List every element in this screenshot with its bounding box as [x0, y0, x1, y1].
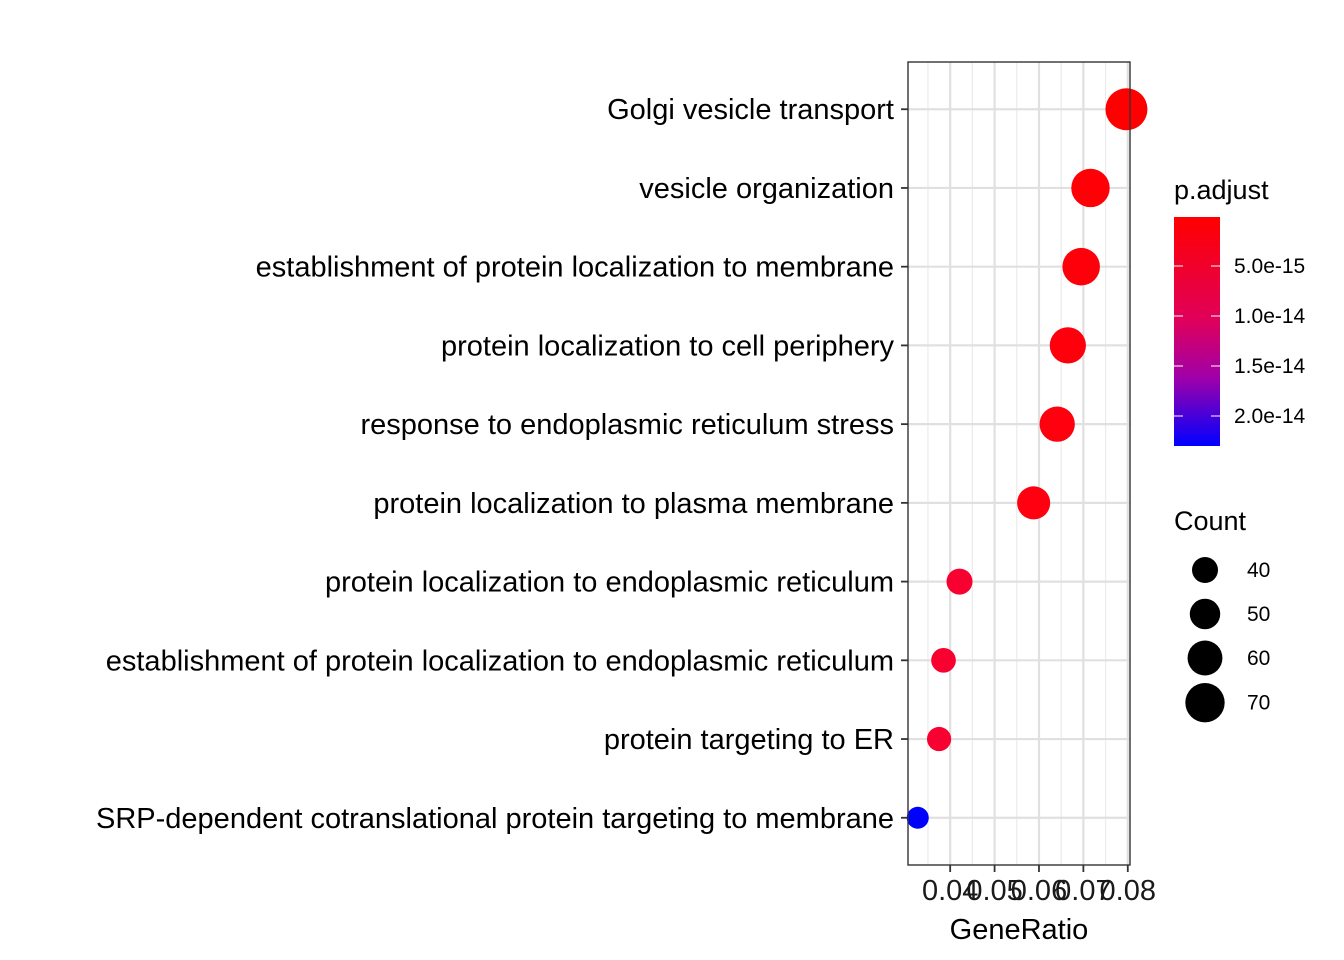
data-point — [1062, 247, 1100, 286]
y-tick-label: establishment of protein localization to… — [106, 645, 894, 677]
size-legend-key — [1192, 557, 1218, 583]
y-tick-label: SRP-dependent cotranslational protein ta… — [96, 803, 894, 835]
y-tick-label: protein targeting to ER — [604, 724, 894, 756]
color-bar — [1174, 217, 1220, 446]
y-tick-label: Golgi vesicle transport — [607, 94, 894, 126]
y-tick-label: protein localization to cell periphery — [441, 330, 894, 362]
y-tick-label: protein localization to endoplasmic reti… — [325, 567, 894, 599]
size-legend-label: 60 — [1247, 647, 1270, 670]
color-legend-label: 5.0e-15 — [1234, 255, 1305, 278]
data-point — [906, 806, 929, 829]
size-legend-key — [1187, 640, 1223, 676]
data-point — [926, 726, 952, 752]
panel-grid — [908, 62, 1130, 865]
color-legend-label: 1.5e-14 — [1234, 355, 1306, 378]
y-tick-label: vesicle organization — [639, 173, 894, 205]
y-tick-label: response to endoplasmic reticulum stress — [360, 409, 894, 441]
x-axis-title: GeneRatio — [950, 914, 1089, 946]
color-legend-label: 2.0e-14 — [1234, 405, 1306, 428]
legend-p-adjust-title: p.adjust — [1174, 175, 1269, 205]
x-tick-label: 0.05 — [966, 875, 1022, 907]
x-axis: 0.040.050.060.070.08 — [922, 865, 1156, 907]
legend-count: Count 40 50 60 70 — [1174, 506, 1270, 723]
size-legend-key — [1189, 598, 1221, 630]
data-point — [931, 647, 956, 673]
size-legend-key — [1185, 683, 1225, 723]
data-point — [1049, 327, 1086, 364]
data-point — [1039, 406, 1075, 442]
points-layer — [906, 88, 1148, 829]
x-tick-label: 0.08 — [1100, 875, 1156, 907]
legend-count-title: Count — [1174, 506, 1247, 536]
color-legend-label: 1.0e-14 — [1234, 305, 1306, 328]
x-tick-label: 0.06 — [1011, 875, 1067, 907]
y-tick-label: establishment of protein localization to… — [256, 252, 894, 284]
x-tick-label: 0.04 — [922, 875, 978, 907]
legend-p-adjust: p.adjust 5.0e-15 1.0e-14 1.5e-14 2.0e-14 — [1174, 175, 1306, 446]
data-point — [946, 568, 973, 595]
data-point — [1017, 486, 1051, 520]
y-axis: Golgi vesicle transport vesicle organizat… — [96, 94, 908, 835]
size-legend-label: 70 — [1247, 692, 1270, 715]
data-point — [1105, 88, 1148, 131]
y-tick-label: protein localization to plasma membrane — [373, 488, 894, 520]
x-tick-label: 0.07 — [1055, 875, 1111, 907]
panel-border — [907, 61, 1131, 866]
data-point — [1071, 168, 1110, 208]
size-legend-label: 50 — [1247, 603, 1270, 626]
size-legend-label: 40 — [1247, 559, 1270, 582]
